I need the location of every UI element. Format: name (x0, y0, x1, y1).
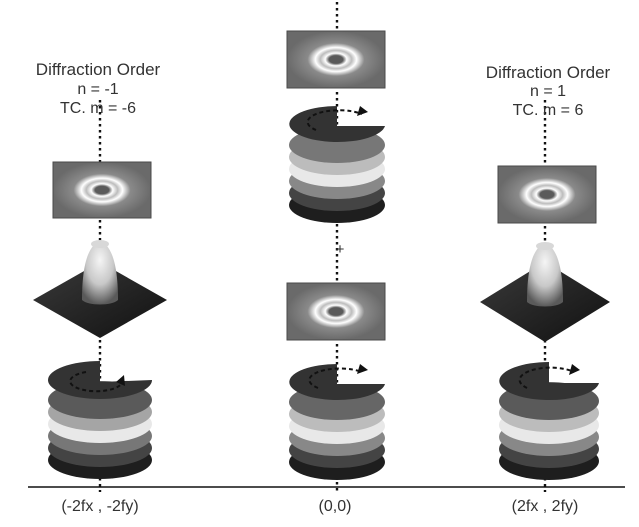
right-order-n: n = 1 (529, 83, 567, 100)
left-order-title: Diffraction Order (35, 60, 161, 79)
center-bottom-intensity-plate (286, 282, 386, 341)
center-top-phase-stack (289, 106, 385, 223)
axis-label-left: (-2fx , -2fy) (61, 498, 139, 515)
left-order-tc: TC. m = -6 (59, 100, 136, 117)
left-intensity-surface (33, 240, 167, 338)
center-top-intensity-plate (286, 30, 386, 89)
left-order-n: n = -1 (77, 81, 119, 98)
right-intensity-plate (497, 165, 597, 224)
right-phase-stack (499, 362, 599, 480)
center-bottom-phase-stack (289, 364, 385, 480)
right-order-tc: TC. m = 6 (512, 102, 584, 119)
axis-label-right: (2fx , 2fy) (511, 498, 579, 515)
right-intensity-surface (480, 242, 610, 342)
left-intensity-plate (52, 161, 152, 219)
right-order-title: Diffraction Order (485, 63, 611, 82)
plus-sign: + (335, 241, 345, 258)
left-phase-stack (48, 361, 152, 479)
axis-label-center: (0,0) (318, 498, 352, 515)
